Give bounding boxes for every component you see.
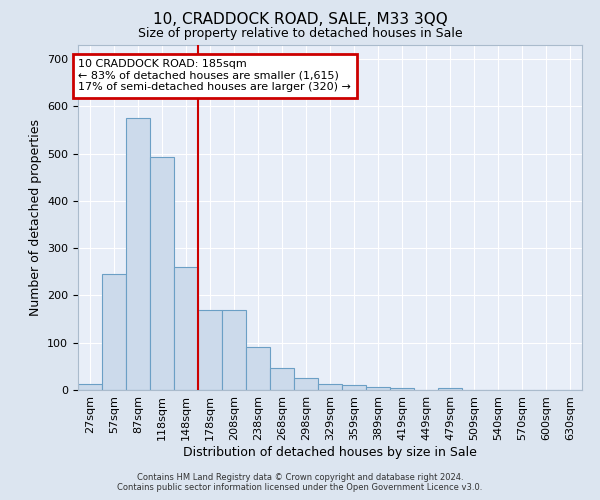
Bar (318, 384, 342, 390)
Bar (366, 386, 390, 390)
Bar (222, 310, 246, 390)
Bar (102, 274, 126, 390)
Bar (198, 310, 222, 390)
Bar (78, 384, 102, 390)
Bar (294, 378, 318, 390)
Text: 10 CRADDOCK ROAD: 185sqm
← 83% of detached houses are smaller (1,615)
17% of sem: 10 CRADDOCK ROAD: 185sqm ← 83% of detach… (79, 59, 352, 92)
Text: Size of property relative to detached houses in Sale: Size of property relative to detached ho… (137, 28, 463, 40)
Bar (342, 386, 366, 390)
Bar (150, 157, 174, 390)
Text: Contains HM Land Registry data © Crown copyright and database right 2024.
Contai: Contains HM Land Registry data © Crown c… (118, 473, 482, 492)
Bar (270, 368, 294, 390)
Bar (246, 348, 270, 390)
Bar (174, 267, 198, 390)
X-axis label: Distribution of detached houses by size in Sale: Distribution of detached houses by size … (183, 446, 477, 458)
Bar (126, 118, 150, 390)
Y-axis label: Number of detached properties: Number of detached properties (29, 119, 41, 316)
Bar (390, 388, 414, 390)
Text: 10, CRADDOCK ROAD, SALE, M33 3QQ: 10, CRADDOCK ROAD, SALE, M33 3QQ (152, 12, 448, 28)
Bar (438, 388, 462, 390)
